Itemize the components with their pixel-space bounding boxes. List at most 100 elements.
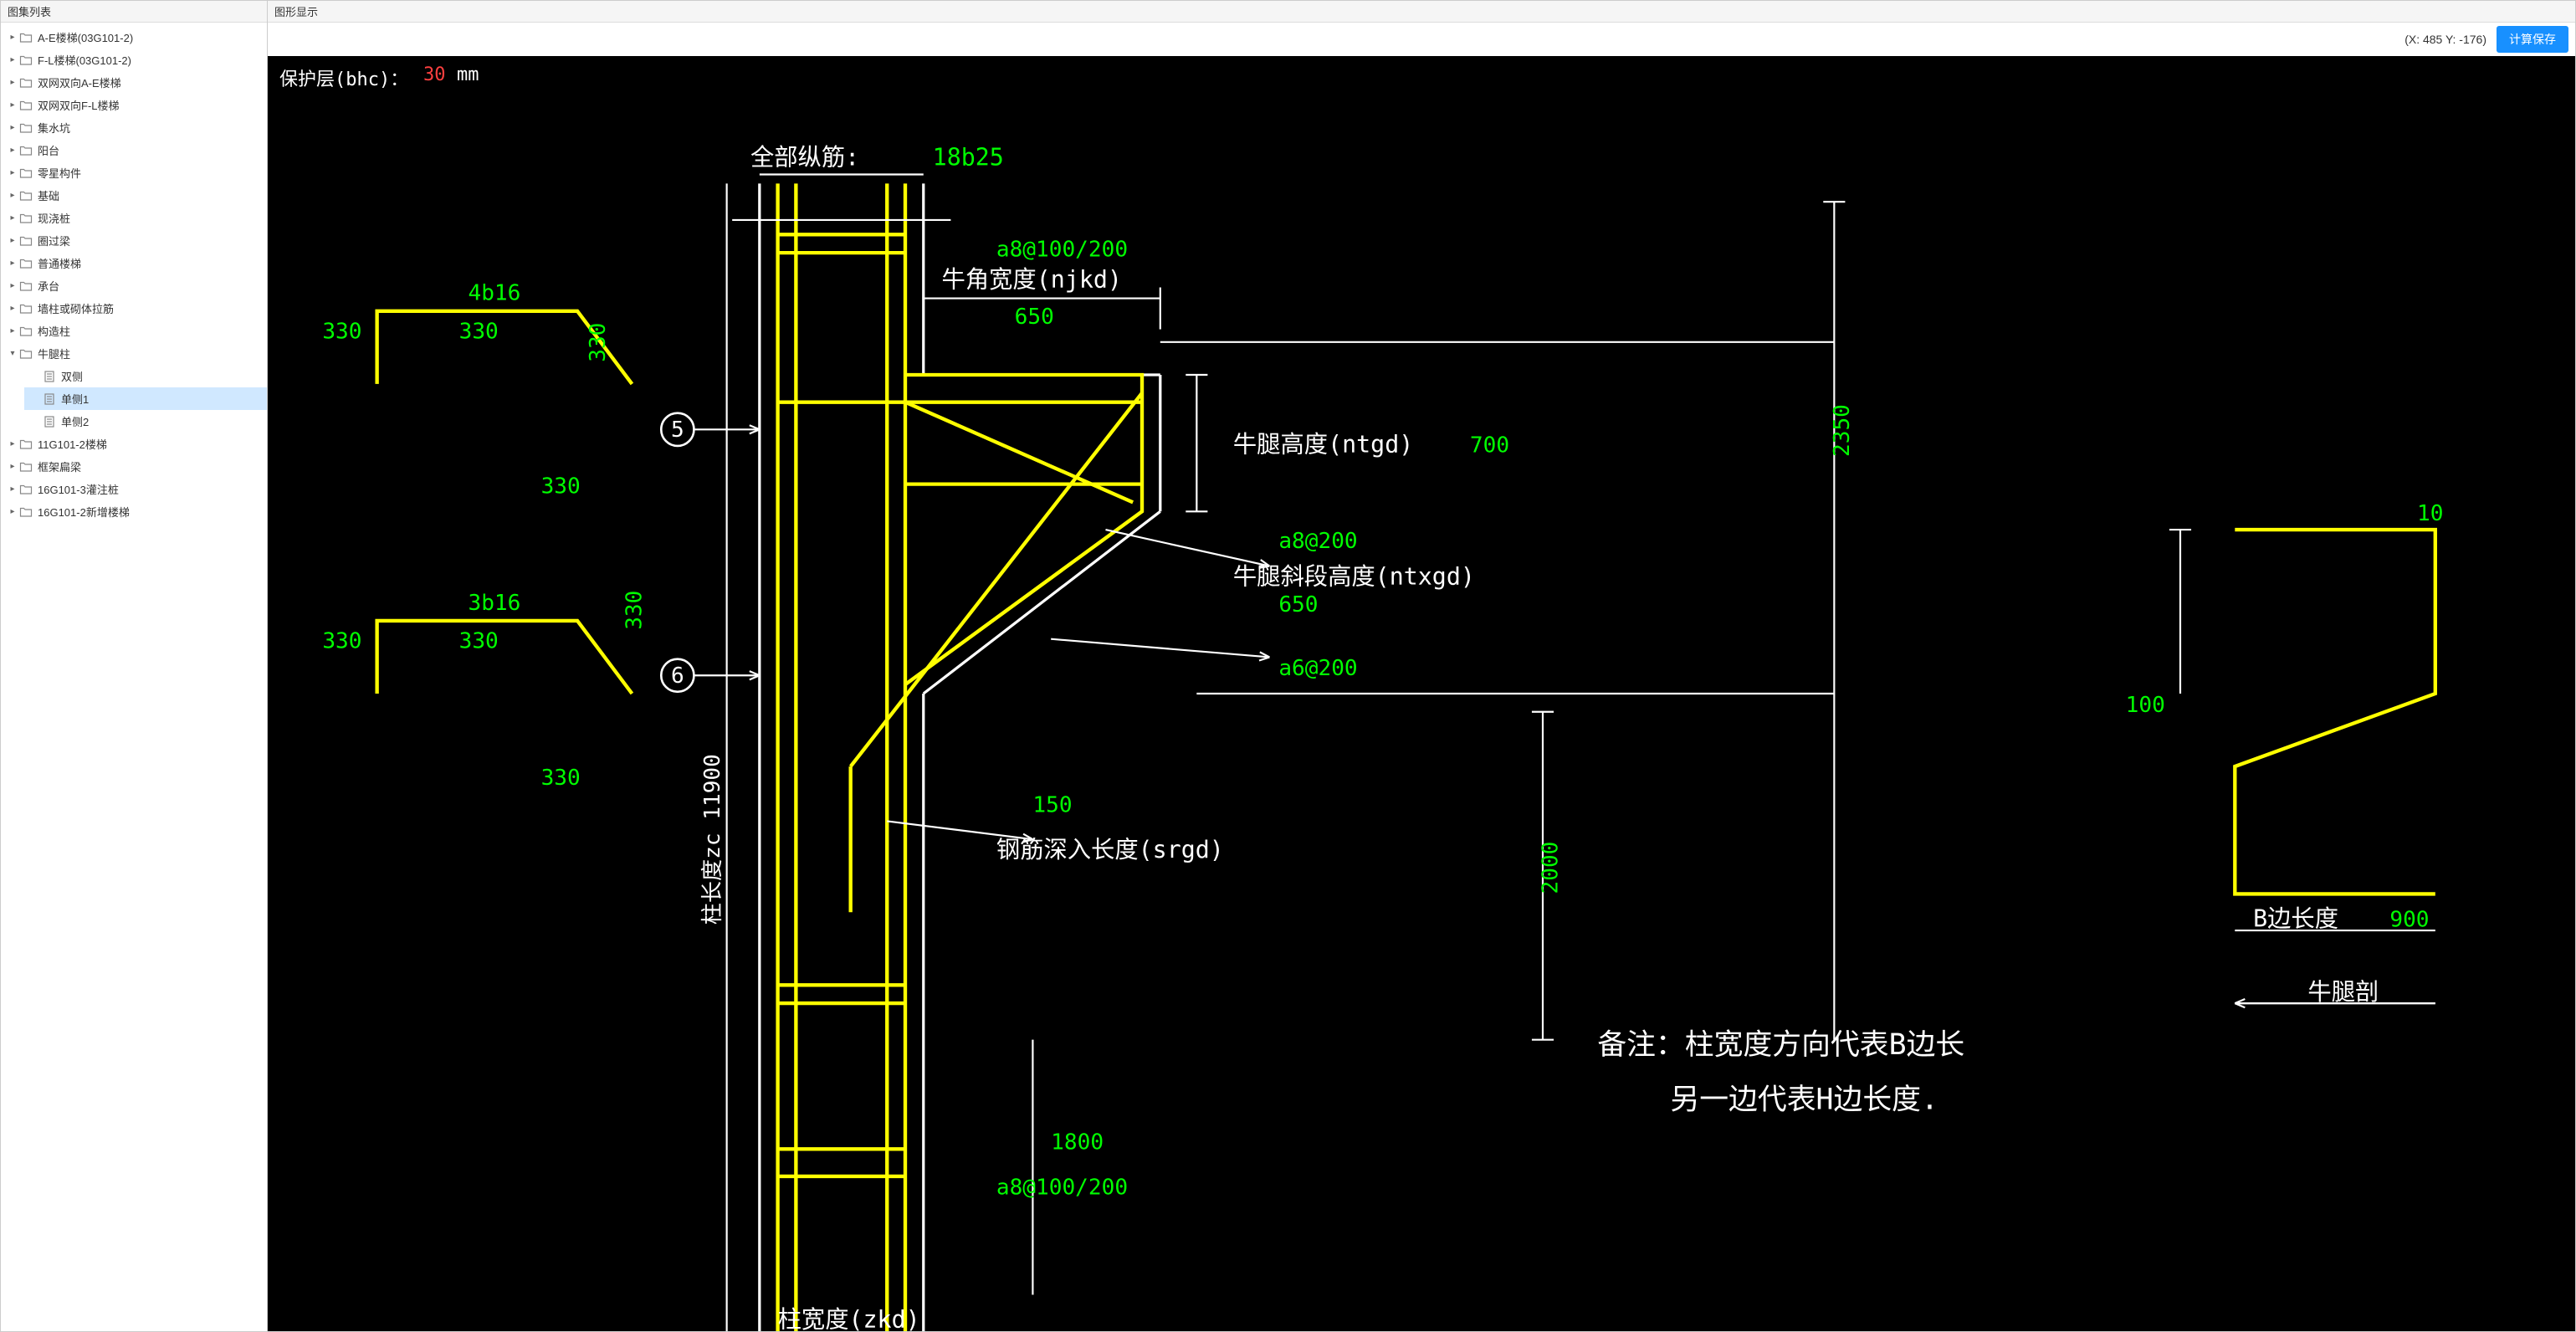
tree-caret-icon: ▸ bbox=[8, 168, 18, 177]
svg-text:牛腿剖: 牛腿剖 bbox=[2307, 978, 2379, 1006]
svg-text:330: 330 bbox=[586, 323, 611, 362]
tree-item[interactable]: ▸ 双网双向A-E楼梯 bbox=[1, 71, 267, 94]
svg-text:B边长度: B边长度 bbox=[2253, 905, 2338, 933]
svg-text:备注：柱宽度方向代表B边长: 备注：柱宽度方向代表B边长 bbox=[1597, 1028, 1964, 1062]
svg-text:650: 650 bbox=[1015, 305, 1054, 330]
file-icon bbox=[43, 415, 56, 428]
tree-item[interactable]: ▸承台 bbox=[1, 274, 267, 297]
folder-icon bbox=[19, 438, 33, 451]
folder-icon bbox=[19, 505, 33, 519]
folder-icon bbox=[19, 99, 33, 112]
tree-item-label: 16G101-3灌注桩 bbox=[38, 481, 260, 497]
svg-text:柱宽度(zkd): 柱宽度(zkd) bbox=[778, 1306, 920, 1331]
folder-icon bbox=[19, 54, 33, 67]
tree-item[interactable]: ▸A-E楼梯(03G101-2) bbox=[1, 26, 267, 49]
tree-item[interactable]: ▸F-L楼梯(03G101-2) bbox=[1, 49, 267, 71]
folder-icon bbox=[19, 189, 33, 202]
tree-item-label: 集水坑 bbox=[38, 120, 260, 136]
tree-item[interactable]: ▸ 普通楼梯 bbox=[1, 252, 267, 274]
tree-item-label: 零星构件 bbox=[38, 165, 260, 181]
svg-text:18b25: 18b25 bbox=[933, 144, 1004, 172]
svg-text:1800: 1800 bbox=[1051, 1130, 1104, 1155]
folder-icon bbox=[19, 279, 33, 293]
svg-text:6: 6 bbox=[671, 663, 684, 689]
svg-text:330: 330 bbox=[541, 766, 581, 791]
tree-item[interactable]: ▸ 零星构件 bbox=[1, 161, 267, 184]
folder-icon bbox=[19, 347, 33, 361]
folder-icon bbox=[19, 121, 33, 135]
svg-text:3b16: 3b16 bbox=[468, 591, 520, 616]
folder-icon bbox=[19, 212, 33, 225]
tree-caret-icon: ▸ bbox=[8, 259, 18, 268]
tree-item[interactable]: ▸圈过梁 bbox=[1, 229, 267, 252]
tree: ▸A-E楼梯(03G101-2)▸F-L楼梯(03G101-2) ▸ 双网双向A-E… bbox=[1, 23, 267, 1331]
tree-caret-icon: ▸ bbox=[8, 78, 18, 87]
svg-text:700: 700 bbox=[1470, 433, 1509, 459]
tree-item[interactable]: 双侧 bbox=[24, 365, 267, 387]
tree-item[interactable]: ▸ 基础 bbox=[1, 184, 267, 207]
tree-caret-icon: ▸ bbox=[8, 100, 18, 110]
tree-item-label: 双网双向A-E楼梯 bbox=[38, 74, 260, 90]
tree-item-label: 单侧2 bbox=[61, 413, 260, 429]
save-button[interactable]: 计算保存 bbox=[2497, 26, 2568, 53]
main-panel: 图形显示 (X: 485 Y: -176) 计算保存 保护层(bhc)：30mm… bbox=[268, 0, 2576, 1332]
sidebar: 图集列表 ▸A-E楼梯(03G101-2)▸F-L楼梯(03G101-2)▸双网… bbox=[0, 0, 268, 1332]
file-icon bbox=[43, 370, 56, 383]
tree-item[interactable]: ▸墙柱或砌体拉筋 bbox=[1, 297, 267, 320]
svg-text:10: 10 bbox=[2417, 501, 2443, 526]
tree-caret-icon: ▸ bbox=[8, 213, 18, 223]
tree-item-label: 基础 bbox=[38, 187, 260, 203]
svg-text:2000: 2000 bbox=[1538, 842, 1563, 894]
tree-item[interactable]: ▸ 11G101-2楼梯 bbox=[1, 433, 267, 455]
svg-text:柱长度zc 11900: 柱长度zc 11900 bbox=[700, 754, 725, 925]
tree-item-label: 现浇桩 bbox=[38, 210, 260, 226]
svg-text:a8@100/200: a8@100/200 bbox=[996, 237, 1128, 262]
folder-icon bbox=[19, 257, 33, 270]
tree-item-label: 11G101-2楼梯 bbox=[38, 436, 260, 452]
folder-icon bbox=[19, 302, 33, 315]
svg-text:a6@200: a6@200 bbox=[1278, 656, 1357, 681]
folder-icon bbox=[19, 460, 33, 474]
svg-text:牛角宽度(njkd): 牛角宽度(njkd) bbox=[942, 265, 1122, 293]
tree-item-label: 构造柱 bbox=[38, 323, 260, 339]
toolbar: (X: 485 Y: -176) 计算保存 bbox=[268, 23, 2575, 56]
tree-item[interactable]: ▾牛腿柱 bbox=[1, 342, 267, 365]
svg-text:330: 330 bbox=[541, 474, 581, 500]
tree-item-label: 墙柱或砌体拉筋 bbox=[38, 300, 260, 316]
svg-text:a8@100/200: a8@100/200 bbox=[996, 1176, 1128, 1201]
svg-text:650: 650 bbox=[1278, 592, 1318, 617]
tree-item-label: 阳台 bbox=[38, 142, 260, 158]
svg-text:330: 330 bbox=[459, 629, 499, 654]
tree-caret-icon: ▸ bbox=[8, 236, 18, 245]
tree-item[interactable]: ▸阳台 bbox=[1, 139, 267, 161]
tree-caret-icon: ▸ bbox=[8, 281, 18, 290]
tree-caret-icon: ▸ bbox=[8, 326, 18, 336]
svg-text:330: 330 bbox=[322, 629, 361, 654]
cad-svg: 56全部纵筋:18b25a8@100/200牛角宽度(njkd)650牛腿高度(… bbox=[268, 56, 2575, 1331]
tree-item-label: 双侧 bbox=[61, 368, 260, 384]
tree-item-label: 16G101-2新增楼梯 bbox=[38, 504, 260, 520]
tree-item[interactable]: ▸框架扁梁 bbox=[1, 455, 267, 478]
tree-caret-icon: ▸ bbox=[8, 191, 18, 200]
tree-caret-icon: ▸ bbox=[8, 123, 18, 132]
tree-item[interactable]: 单侧1 bbox=[24, 387, 267, 410]
svg-text:全部纵筋:: 全部纵筋: bbox=[750, 144, 859, 172]
tree-caret-icon: ▾ bbox=[8, 349, 18, 358]
drawing-canvas[interactable]: 保护层(bhc)：30mm56全部纵筋:18b25a8@100/200牛角宽度(… bbox=[268, 56, 2575, 1331]
svg-text:900: 900 bbox=[2389, 908, 2429, 933]
tree-item[interactable]: ▸ 集水坑 bbox=[1, 116, 267, 139]
tree-caret-icon: ▸ bbox=[8, 439, 18, 448]
tree-caret-icon: ▸ bbox=[8, 33, 18, 42]
tree-item-label: 普通楼梯 bbox=[38, 255, 260, 271]
svg-text:150: 150 bbox=[1032, 793, 1072, 818]
folder-icon bbox=[19, 483, 33, 496]
folder-icon bbox=[19, 76, 33, 90]
tree-item[interactable]: ▸ 现浇桩 bbox=[1, 207, 267, 229]
tree-item[interactable]: ▸16G101-3灌注桩 bbox=[1, 478, 267, 500]
svg-text:4b16: 4b16 bbox=[468, 281, 520, 306]
tree-item[interactable]: 单侧2 bbox=[24, 410, 267, 433]
tree-item[interactable]: ▸双网双向F-L楼梯 bbox=[1, 94, 267, 116]
svg-text:牛腿斜段高度(ntxgd): 牛腿斜段高度(ntxgd) bbox=[1233, 562, 1475, 590]
tree-item[interactable]: ▸16G101-2新增楼梯 bbox=[1, 500, 267, 523]
tree-item[interactable]: ▸ 构造柱 bbox=[1, 320, 267, 342]
